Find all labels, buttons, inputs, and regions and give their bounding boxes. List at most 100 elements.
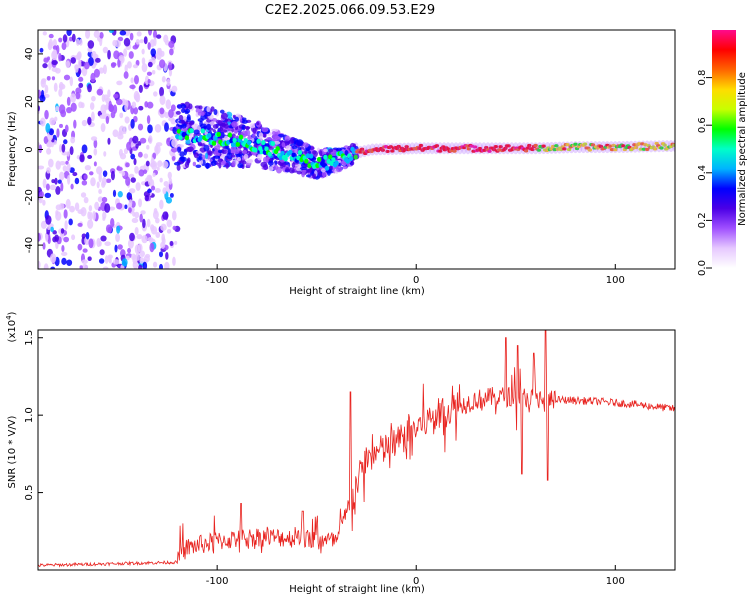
spectrogram-cell [62, 165, 68, 172]
spectrogram-cell [44, 109, 49, 120]
spectrogram-cell [139, 213, 143, 223]
spectrogram-cell [369, 143, 376, 156]
spectrogram-cell [88, 238, 94, 249]
spectrogram-cell [51, 66, 58, 73]
spectrogram-cell [152, 172, 156, 177]
spectrogram-cell [503, 146, 508, 150]
spectrogram-cell [198, 155, 203, 161]
spectrogram-cell [159, 86, 165, 97]
spectrogram-cell [241, 160, 247, 165]
spectrogram-cell [78, 76, 84, 82]
spectrogram-cell [275, 166, 283, 174]
spectrogram-cell [52, 45, 58, 51]
spectrogram-cell [283, 156, 288, 162]
spectrogram-cell [45, 215, 52, 225]
spectrogram-cell [123, 48, 128, 57]
spectrogram-cell [88, 205, 93, 212]
spectrogram-cell [226, 152, 233, 160]
spectrogram-cell [77, 209, 84, 215]
spectrogram-cell [129, 84, 136, 90]
spectrogram-cell [328, 148, 334, 153]
spectrogram-cell [260, 161, 268, 168]
spectrogram-cell [566, 147, 572, 152]
spectrogram-cell [468, 142, 475, 155]
spectrogram-cell [68, 218, 73, 226]
spectrogram-cell [197, 141, 203, 147]
spectrogram-cell [256, 121, 260, 126]
spectrogram-cell [142, 218, 146, 229]
spectrogram-cell [171, 156, 176, 161]
spectrogram-cell [88, 171, 94, 176]
spectrogram-cell [323, 154, 328, 160]
spectrogram-cell [131, 217, 139, 224]
spectrogram-cell [296, 139, 304, 147]
spectrogram-cell [324, 165, 330, 171]
chart-title: C2E2.2025.066.09.53.E29 [265, 3, 435, 18]
spectrogram-cell [94, 201, 100, 211]
spectrogram-cell [218, 162, 222, 169]
spectrogram-cell [133, 106, 139, 115]
spectrogram-cell [353, 147, 360, 160]
spectrogram-cell [504, 142, 511, 155]
spectrogram-cell [147, 237, 154, 242]
spectrogram-cell [136, 234, 143, 240]
spectrogram-cell [636, 140, 643, 153]
spectrogram-cell [151, 70, 156, 75]
spectrogram-cell [96, 88, 104, 96]
spectrogram-cell [409, 142, 416, 155]
spectrogram-cell [157, 160, 163, 168]
spectrogram-cell [397, 142, 404, 155]
spectrogram-cell [96, 181, 100, 189]
spectrogram-cell [124, 204, 128, 210]
spectrogram-cell [299, 166, 307, 171]
spectrogram-cell [125, 162, 130, 168]
spectrogram-cell [113, 93, 119, 99]
spectrogram-cell [141, 57, 146, 65]
spectrogram-cell [149, 242, 155, 253]
spectrogram-cell [129, 32, 134, 41]
spectrogram-cell [58, 37, 63, 43]
spectrogram-cell [146, 115, 151, 125]
spectrogram-cell [164, 261, 170, 269]
spectrogram-cell [100, 123, 106, 133]
spectrogram-cell [285, 167, 290, 173]
spectrogram-cell [342, 165, 348, 170]
spectrogram-cell [527, 143, 532, 148]
spectrogram-cell [78, 101, 83, 109]
spectrogram-cell [132, 211, 136, 217]
spectrogram-cell [39, 47, 44, 53]
spectrogram-cell [199, 134, 204, 140]
spectrogram-cell [213, 155, 221, 159]
spectrogram-cell [227, 132, 233, 138]
spectrogram-cell [61, 42, 67, 51]
spectrogram-cell [265, 143, 270, 147]
spectrogram-cell [46, 148, 52, 155]
spectrogram-cell [105, 115, 110, 125]
spectrogram-cell [135, 252, 140, 261]
spectrogram-cell [396, 144, 401, 149]
spectrogram-cell [548, 141, 555, 154]
spectrogram-cell [144, 101, 149, 108]
spectrogram-cell [79, 154, 85, 163]
colorbar-tick-label: 0.6 [697, 117, 708, 133]
spectrogram-cell [107, 254, 113, 259]
spectrogram-cell [256, 138, 261, 144]
spectrogram-cell [101, 176, 107, 186]
spectrogram-cell [79, 38, 83, 46]
spectrogram-cell [38, 260, 41, 269]
spectrogram-cell [87, 219, 94, 229]
spectrogram-cell [380, 148, 385, 152]
spectrogram-cell [91, 111, 95, 122]
spectrogram-cell [169, 48, 174, 56]
spectrogram-cell [562, 147, 567, 151]
spectrogram-cell [220, 129, 228, 133]
spectrogram-cell [445, 142, 452, 155]
spectrogram-cell [108, 30, 115, 34]
spectrogram-cell [512, 142, 519, 155]
spectrogram-cell [544, 141, 551, 154]
spectrogram-y-label: Frequency (Hz) [7, 111, 18, 187]
spectrogram-cell [71, 234, 76, 241]
spectrogram-cell [99, 36, 103, 47]
spectrogram-cell [45, 122, 51, 133]
spectrogram-cell [136, 31, 142, 37]
